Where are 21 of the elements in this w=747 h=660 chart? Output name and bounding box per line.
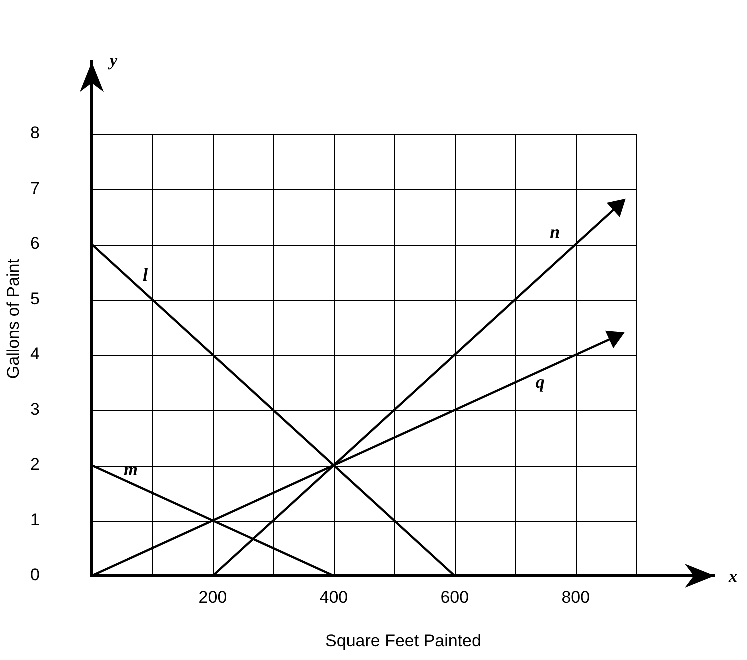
y-tick-label: 1	[30, 510, 40, 530]
y-tick-label: 3	[30, 400, 40, 419]
series-label: n	[550, 222, 560, 242]
series-label: l	[143, 264, 148, 285]
x-axis-title: Square Feet Painted	[326, 631, 482, 650]
series-label: q	[536, 372, 545, 392]
x-tick-label: 600	[440, 588, 470, 607]
x-tick-label: 400	[320, 588, 348, 607]
y-tick-label: 2	[30, 455, 40, 474]
y-tick-label: 4	[30, 344, 40, 364]
y-axis-title: Gallons of Paint	[4, 258, 23, 380]
text: x	[729, 567, 738, 586]
x-tick-label: 800	[562, 588, 590, 607]
y-tick-label: 7	[30, 178, 40, 198]
y-tick-label: 6	[30, 234, 40, 254]
annotation: y	[110, 51, 118, 70]
x-tick-label: 200	[198, 588, 228, 607]
series-label: m	[124, 459, 138, 480]
y-tick-label: 8	[30, 124, 40, 143]
y-tick-label: 0	[30, 566, 40, 585]
y-tick-label: 5	[30, 289, 40, 308]
